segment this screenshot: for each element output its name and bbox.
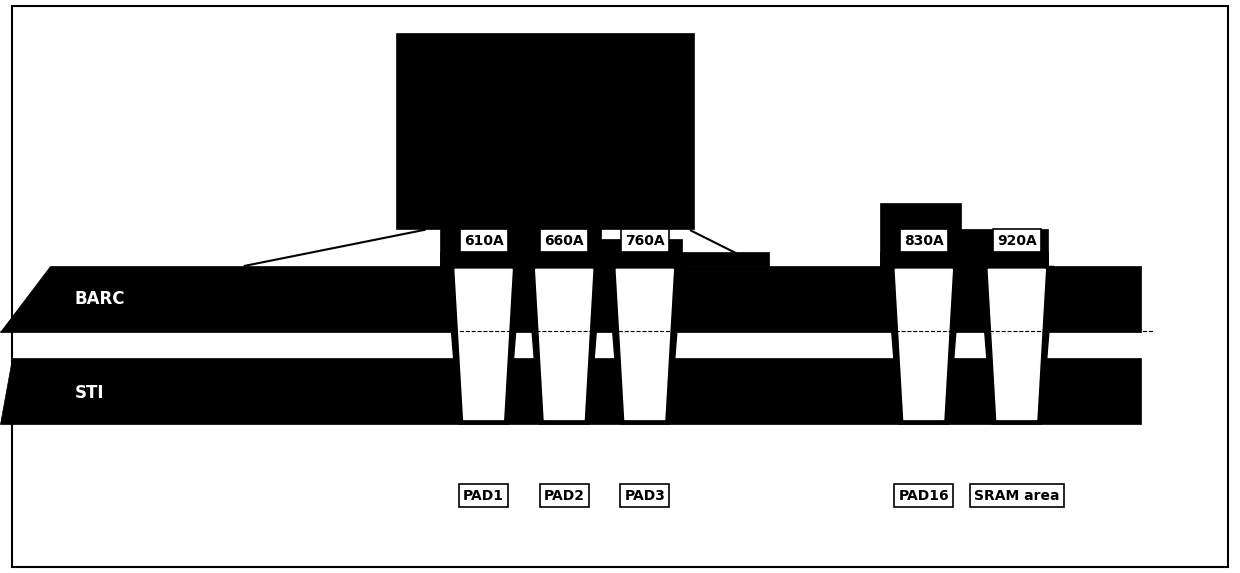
Polygon shape xyxy=(536,269,593,419)
Bar xyxy=(397,34,694,229)
Text: 760A: 760A xyxy=(625,234,665,248)
Polygon shape xyxy=(527,266,601,424)
Polygon shape xyxy=(0,358,1141,424)
Polygon shape xyxy=(988,269,1045,419)
Text: ......: ...... xyxy=(770,362,805,377)
Polygon shape xyxy=(446,266,521,424)
Text: BARC: BARC xyxy=(74,290,125,308)
Polygon shape xyxy=(608,266,682,424)
Text: SRAM area: SRAM area xyxy=(975,489,1059,503)
Text: STI: STI xyxy=(74,383,104,402)
Bar xyxy=(521,223,601,266)
Bar xyxy=(961,229,1048,266)
Bar xyxy=(601,239,682,266)
Bar xyxy=(880,252,1048,266)
FancyBboxPatch shape xyxy=(12,6,1228,567)
Text: 660A: 660A xyxy=(544,234,584,248)
Text: ......: ...... xyxy=(844,362,879,377)
Polygon shape xyxy=(616,269,673,419)
Text: PAD1: PAD1 xyxy=(463,489,505,503)
Polygon shape xyxy=(980,266,1054,424)
Bar xyxy=(440,203,521,266)
Polygon shape xyxy=(455,269,512,419)
Polygon shape xyxy=(887,266,961,424)
Bar xyxy=(880,203,961,266)
Text: 830A: 830A xyxy=(904,234,944,248)
Text: 610A: 610A xyxy=(464,234,503,248)
Bar xyxy=(440,252,769,266)
Text: PAD16: PAD16 xyxy=(899,489,949,503)
Polygon shape xyxy=(0,266,1141,332)
Text: 920A: 920A xyxy=(997,234,1037,248)
Text: PAD2: PAD2 xyxy=(543,489,585,503)
Polygon shape xyxy=(895,269,952,419)
Text: PAD3: PAD3 xyxy=(625,489,665,503)
